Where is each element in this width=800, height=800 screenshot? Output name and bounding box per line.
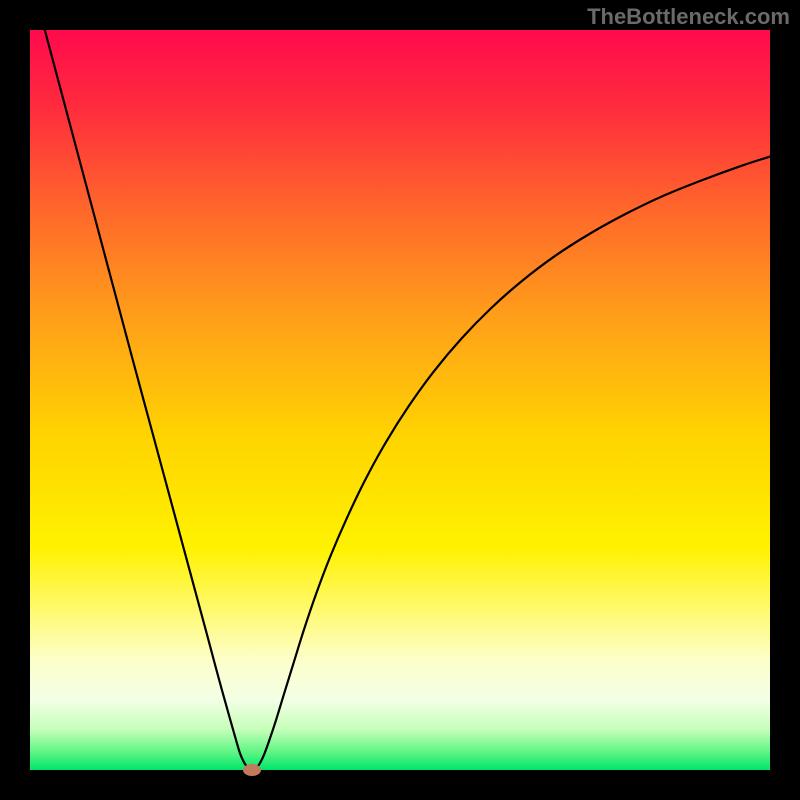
bottleneck-curve-chart <box>0 0 800 800</box>
optimal-point-marker <box>243 764 261 776</box>
watermark-text: TheBottleneck.com <box>587 4 790 30</box>
chart-container: TheBottleneck.com <box>0 0 800 800</box>
plot-background <box>30 30 770 770</box>
